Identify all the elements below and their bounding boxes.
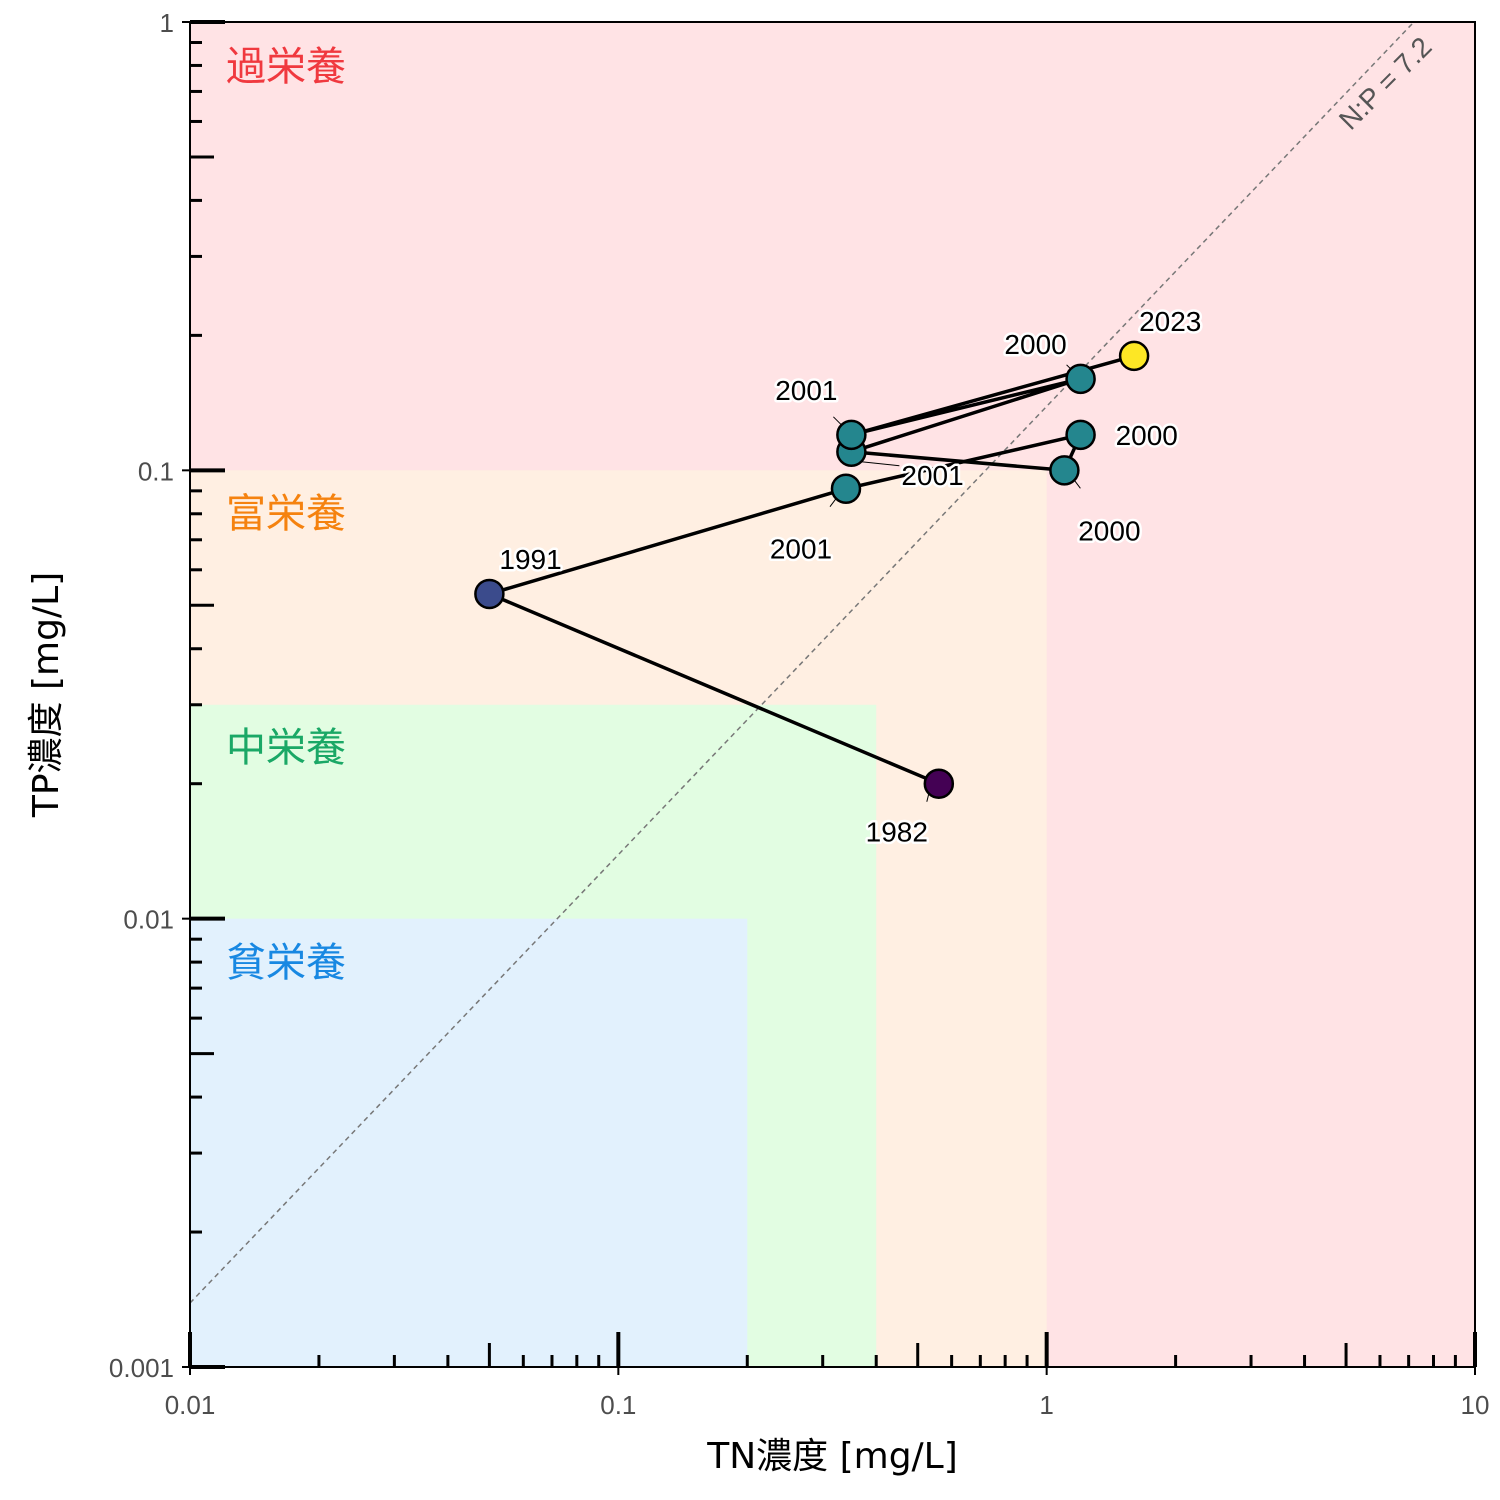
year-label: 1991 xyxy=(499,544,561,575)
data-point xyxy=(1049,455,1080,486)
year-label: 1982 xyxy=(866,817,928,848)
year-labels-group: 1982 1991 2001 2000 2000 2001 2000 2001 2023 xyxy=(497,303,1204,850)
x-tick-label: 1 xyxy=(1039,1390,1053,1420)
data-point xyxy=(1118,340,1150,372)
y-axis-title: TP濃度 [mg/L] xyxy=(26,572,67,818)
x-axis-title: TN濃度 [mg/L] xyxy=(706,1436,958,1477)
zone-area xyxy=(190,918,748,1367)
year-label-leader xyxy=(833,416,842,426)
y-tick-label: 0.01 xyxy=(123,905,174,935)
year-label: 2001 xyxy=(901,460,963,491)
zone-label: 過栄養 xyxy=(226,44,346,90)
year-label: 2000 xyxy=(1078,515,1140,546)
plot-frame xyxy=(189,21,1476,1368)
year-label-leader xyxy=(926,793,930,802)
zone-label: 貧栄養 xyxy=(226,940,346,986)
year-label-leader xyxy=(829,498,837,507)
zone-label: 富栄養 xyxy=(226,491,346,537)
data-point xyxy=(923,768,955,799)
np-ratio-line xyxy=(189,21,1415,1304)
year-label: 2001 xyxy=(775,375,837,406)
data-point xyxy=(474,578,505,610)
axes-group: 0.01 0.1 1 10 0.001 0.01 0.1 1 xyxy=(109,8,1490,1420)
year-label: 2001 xyxy=(770,534,832,565)
y-tick-label: 0.001 xyxy=(109,1353,174,1383)
x-tick-label: 0.1 xyxy=(600,1390,636,1420)
y-tick-label: 0.1 xyxy=(138,456,174,486)
year-label: 2000 xyxy=(1116,420,1178,451)
zone-label: 中栄養 xyxy=(226,725,346,771)
data-points-group xyxy=(474,340,1150,799)
data-point xyxy=(1065,363,1096,395)
year-label-leader xyxy=(1073,480,1081,489)
data-point xyxy=(830,473,862,504)
year-label: 2000 xyxy=(1004,329,1066,360)
x-tick-label: 0.01 xyxy=(165,1390,216,1420)
y-tick-label: 1 xyxy=(160,8,174,38)
x-tick-label: 10 xyxy=(1461,1390,1490,1420)
data-point xyxy=(1065,419,1096,451)
data-point xyxy=(836,419,867,451)
year-label-leader xyxy=(1066,364,1071,370)
year-label: 2023 xyxy=(1139,306,1201,337)
year-label-leader xyxy=(861,461,900,467)
